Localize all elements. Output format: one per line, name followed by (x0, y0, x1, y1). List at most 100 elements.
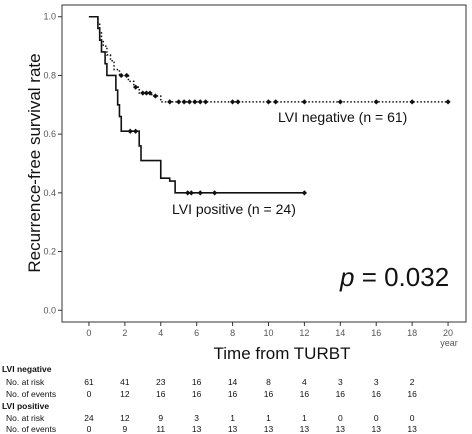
censor-mark (147, 90, 153, 96)
censor-mark (235, 99, 241, 105)
risk-row-label: No. of events (6, 424, 56, 434)
censor-mark (140, 90, 146, 96)
y-tick-label: 0.8 (43, 70, 56, 80)
risk-table-cell: 16 (192, 377, 202, 387)
risk-table-cell: 13 (371, 424, 381, 434)
y-axis-title: Recurrence-free survival rate (25, 53, 44, 272)
risk-table-cell: 0 (87, 389, 92, 399)
risk-table-cell: 1 (230, 413, 235, 423)
x-tick-label: 4 (158, 328, 163, 338)
risk-table-cell: 16 (371, 389, 381, 399)
censor-mark (212, 190, 218, 196)
censor-mark (192, 99, 198, 105)
x-axis: 0 2 4 6 8 10 12 14 16 18 20 (86, 322, 453, 338)
series-label-lvi-negative: LVI negative (n = 61) (278, 109, 407, 125)
p-value-text: = 0.032 (354, 262, 449, 292)
censor-mark (445, 99, 451, 105)
censor-mark (181, 99, 187, 105)
censor-mark (133, 84, 139, 90)
y-tick-label: 1.0 (43, 12, 56, 22)
censor-mark (273, 99, 279, 105)
risk-table-cell: 16 (264, 389, 274, 399)
censor-mark (143, 90, 149, 96)
risk-table-cell: 13 (336, 424, 346, 434)
censor-mark (301, 190, 307, 196)
x-tick-label: 2 (122, 328, 127, 338)
risk-table-cell: 3 (338, 377, 343, 387)
censor-mark (188, 190, 194, 196)
x-tick-label: 8 (230, 328, 235, 338)
y-tick-label: 0.6 (43, 129, 56, 139)
plot-frame (61, 4, 467, 323)
survival-curves (88, 15, 451, 196)
censor-mark (197, 190, 203, 196)
risk-row-label: No. at risk (6, 413, 45, 423)
risk-table-cell: 9 (158, 413, 163, 423)
risk-table-cell: 0 (338, 413, 343, 423)
risk-table-cell: 0 (410, 413, 415, 423)
risk-table-cell: 1 (302, 413, 307, 423)
censor-mark (197, 99, 203, 105)
risk-table-cell: 16 (192, 389, 202, 399)
censor-mark (152, 93, 158, 99)
censor-mark (203, 99, 209, 105)
risk-table-cell: 16 (407, 389, 417, 399)
risk-row-label: No. of events (6, 389, 56, 399)
x-axis-unit: year (440, 338, 458, 348)
risk-table-cell: 12 (120, 389, 130, 399)
risk-table-cell: 13 (300, 424, 310, 434)
censor-mark (301, 99, 307, 105)
censor-mark (185, 190, 191, 196)
risk-table-cell: 2 (410, 377, 415, 387)
risk-table-cell: 3 (194, 413, 199, 423)
risk-table-cell: 9 (122, 424, 127, 434)
risk-table-cell: 11 (156, 424, 165, 434)
x-tick-label: 0 (86, 328, 91, 338)
censor-mark (337, 99, 343, 105)
risk-table: LVI negative No. at risk No. of events L… (2, 364, 417, 434)
risk-table-cell: 13 (264, 424, 274, 434)
x-tick-label: 10 (263, 328, 273, 338)
risk-table-cell: 16 (336, 389, 346, 399)
series-label-lvi-positive: LVI positive (n = 24) (172, 201, 296, 217)
x-tick-label: 14 (335, 328, 345, 338)
y-tick-label: 0.4 (43, 188, 56, 198)
censor-mark (176, 99, 182, 105)
risk-table-cell: 16 (228, 389, 238, 399)
curve-lvi-positive (88, 15, 305, 194)
censor-mark (118, 72, 124, 79)
censor-mark (186, 99, 193, 105)
x-axis-title: Time from TURBT (214, 344, 351, 363)
y-tick-label: 0.2 (43, 247, 56, 257)
censor-mark (133, 128, 139, 134)
curve-lvi-negative (88, 15, 449, 103)
risk-table-cell: 16 (156, 389, 166, 399)
risk-table-cell: 13 (407, 424, 417, 434)
censor-mark (229, 99, 236, 105)
x-tick-label: 16 (371, 328, 381, 338)
risk-table-cell: 14 (228, 377, 238, 387)
censor-mark (167, 99, 173, 105)
y-axis: 0.0 0.2 0.4 0.6 0.8 1.0 (43, 12, 62, 315)
risk-table-cell: 12 (120, 413, 130, 423)
x-tick-label: 6 (194, 328, 199, 338)
risk-table-cell: 13 (192, 424, 202, 434)
censor-mark (124, 72, 130, 79)
risk-table-cell: 1 (266, 413, 271, 423)
risk-table-cell: 61 (84, 377, 94, 387)
risk-table-cell: 3 (374, 377, 379, 387)
censor-mark (265, 99, 272, 105)
risk-table-cell: 13 (228, 424, 238, 434)
risk-group-title-lvi-positive: LVI positive (2, 401, 49, 411)
risk-table-cell: 24 (84, 413, 94, 423)
p-value-symbol: p (339, 262, 354, 292)
censor-mark (127, 128, 133, 134)
x-tick-label: 12 (299, 328, 309, 338)
risk-table-cell: 0 (374, 413, 379, 423)
x-tick-label: 20 (443, 328, 453, 338)
risk-table-cell: 23 (156, 377, 166, 387)
risk-row-label: No. at risk (6, 377, 45, 387)
x-tick-label: 18 (407, 328, 417, 338)
